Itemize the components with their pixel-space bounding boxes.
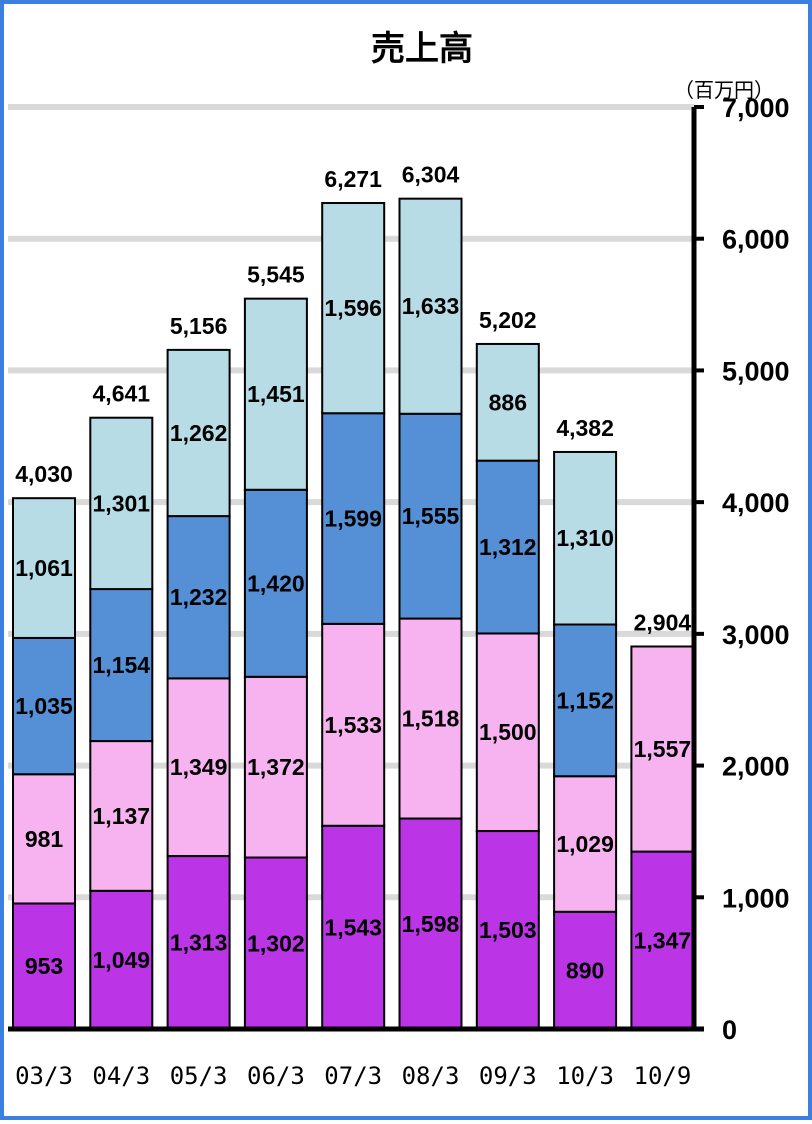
segment-value-label: 1,500 [479, 719, 537, 745]
segment-value-label: 981 [25, 826, 64, 852]
total-value-label: 4,641 [93, 381, 151, 407]
x-tick-label: 06/3 [247, 1062, 305, 1090]
y-tick-label: 3,000 [722, 620, 790, 650]
chart-title: 売上高 [371, 29, 473, 69]
bar-segment [553, 910, 618, 1031]
bar-segment [166, 348, 231, 518]
x-tick-label: 08/3 [402, 1062, 460, 1090]
bar-segment [321, 202, 386, 415]
segment-value-label: 1,154 [93, 652, 151, 678]
bar-segment [89, 889, 154, 1031]
segment-value-label: 1,599 [324, 506, 382, 532]
total-value-label: 5,202 [479, 307, 537, 333]
segment-value-label: 1,633 [402, 293, 460, 319]
total-value-label: 6,271 [324, 166, 382, 192]
segment-value-label: 1,349 [170, 754, 228, 780]
segment-value-label: 1,049 [93, 947, 151, 973]
segment-value-label: 1,137 [93, 803, 151, 829]
segment-value-label: 1,301 [93, 490, 151, 516]
segment-value-label: 1,503 [479, 917, 537, 943]
bar-segment [12, 497, 76, 639]
y-tick-label: 0 [722, 1015, 737, 1045]
bar-segment [475, 632, 540, 833]
total-value-label: 5,545 [247, 262, 305, 288]
total-value-label: 2,904 [634, 610, 692, 636]
segment-value-label: 1,555 [402, 503, 460, 529]
total-value-label: 5,156 [170, 313, 228, 339]
bar-segment [553, 450, 618, 626]
segment-value-label: 1,302 [247, 930, 305, 956]
segment-value-label: 1,232 [170, 584, 228, 610]
segment-value-label: 886 [489, 389, 527, 415]
y-axis: 0 1,000 2,000 3,000 4,000 5,000 6,000 7,000 [8, 93, 790, 1045]
total-value-label: 4,030 [15, 461, 73, 487]
segment-value-label: 1,310 [556, 525, 614, 551]
segment-value-label: 1,313 [170, 930, 228, 956]
segment-value-label: 890 [566, 957, 604, 983]
total-value-label: 6,304 [402, 162, 460, 188]
bar-segment [166, 515, 231, 680]
segment-value-label: 1,518 [402, 706, 460, 732]
segment-value-label: 1,262 [170, 420, 228, 446]
y-tick-label: 7,000 [722, 93, 790, 123]
segment-value-label: 1,347 [634, 927, 692, 953]
y-tick-label: 2,000 [722, 752, 790, 782]
bar-segment [398, 412, 463, 620]
x-tick-label: 04/3 [92, 1062, 150, 1090]
segment-value-label: 1,451 [247, 381, 305, 407]
segment-value-label: 1,596 [324, 295, 382, 321]
x-tick-label: 07/3 [324, 1062, 382, 1090]
y-tick-label: 4,000 [722, 488, 790, 518]
x-tick-label: 10/9 [634, 1062, 692, 1090]
segment-value-label: 1,420 [247, 570, 305, 596]
segment-value-label: 1,557 [634, 736, 692, 762]
unit-label: （百万円） [674, 78, 774, 102]
bar-segment [475, 830, 540, 1031]
data-labels: 953 981 1,035 1,061 4,030 1,049 1,137 1,154 1,30… [15, 162, 691, 984]
segment-value-label: 1,312 [479, 534, 537, 560]
bars [12, 197, 695, 1031]
total-value-label: 4,382 [556, 415, 614, 441]
y-tick-label: 5,000 [722, 356, 790, 386]
y-tick-label: 1,000 [722, 883, 790, 913]
bar-segment [89, 416, 154, 591]
segment-value-label: 1,029 [556, 831, 614, 857]
bar-segment [398, 617, 463, 820]
segment-value-label: 1,372 [247, 754, 305, 780]
x-tick-label: 10/3 [556, 1062, 614, 1090]
bar-segment [475, 459, 540, 635]
segment-value-label: 1,061 [15, 555, 73, 581]
bar-segment [12, 636, 76, 776]
segment-value-label: 1,598 [402, 911, 460, 937]
segment-value-label: 953 [25, 953, 63, 979]
x-tick-label: 03/3 [15, 1062, 73, 1090]
bar-segment [89, 588, 154, 743]
segment-value-label: 1,035 [15, 693, 73, 719]
x-axis: 03/3 04/3 05/3 06/3 07/3 08/3 09/3 10/3 10/9 [15, 1062, 691, 1090]
segment-value-label: 1,152 [556, 687, 614, 713]
y-tick-label: 6,000 [722, 225, 790, 255]
bar-segment [243, 856, 308, 1030]
sales-chart: 売上高 （百万円） 953 981 1,035 1,061 4,030 1,049 1,13… [8, 29, 790, 1090]
bar-segment [166, 855, 231, 1030]
bar-segment [166, 677, 231, 858]
bar-segment [553, 775, 618, 913]
bar-segment [553, 623, 618, 778]
x-tick-label: 09/3 [479, 1062, 537, 1090]
bar-segment [398, 197, 463, 415]
bar-segment [475, 342, 540, 462]
segment-value-label: 1,543 [324, 914, 382, 940]
bar-segment [243, 297, 308, 491]
segment-value-label: 1,533 [324, 712, 382, 738]
bar-segment [89, 740, 154, 892]
x-tick-label: 05/3 [170, 1062, 228, 1090]
